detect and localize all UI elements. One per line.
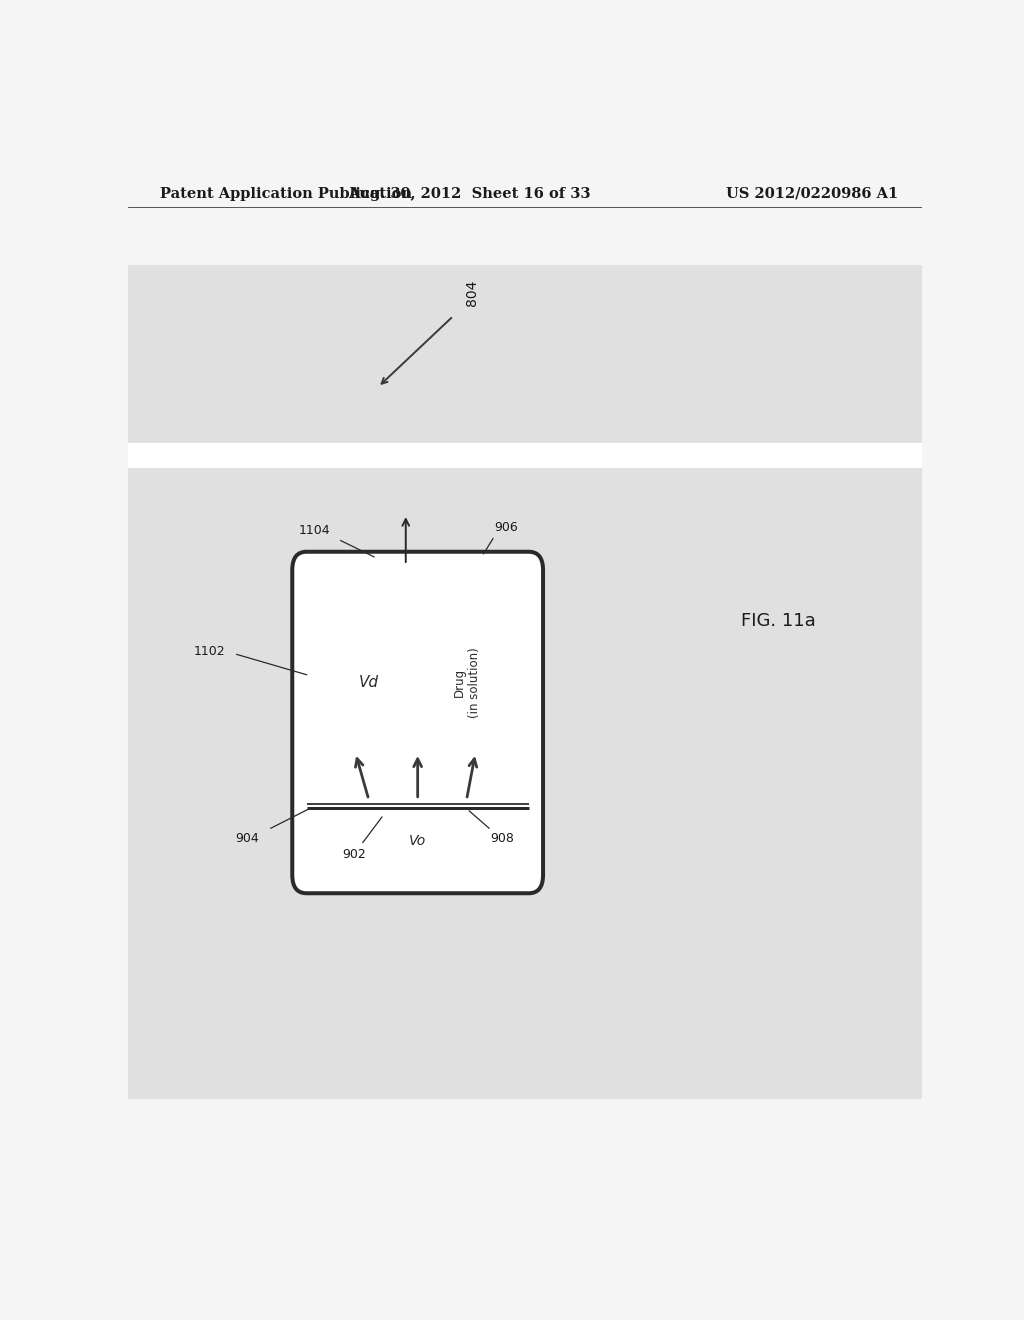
- Text: US 2012/0220986 A1: US 2012/0220986 A1: [726, 187, 898, 201]
- Text: 902: 902: [342, 847, 366, 861]
- Text: Patent Application Publication: Patent Application Publication: [160, 187, 412, 201]
- Text: 804: 804: [465, 280, 479, 306]
- Bar: [128, 469, 922, 1098]
- Text: 1104: 1104: [299, 524, 331, 536]
- Bar: [128, 444, 922, 469]
- Text: FIG. 11a: FIG. 11a: [741, 612, 816, 630]
- FancyBboxPatch shape: [292, 552, 543, 894]
- Text: 908: 908: [490, 833, 514, 845]
- Text: Drug
(in solution): Drug (in solution): [453, 648, 480, 718]
- Text: Vd: Vd: [358, 676, 379, 690]
- Text: 1102: 1102: [194, 645, 225, 657]
- Bar: [128, 265, 922, 444]
- Text: 906: 906: [495, 521, 518, 535]
- Text: Aug. 30, 2012  Sheet 16 of 33: Aug. 30, 2012 Sheet 16 of 33: [348, 187, 591, 201]
- Text: 904: 904: [236, 833, 259, 845]
- Text: Vo: Vo: [409, 834, 426, 849]
